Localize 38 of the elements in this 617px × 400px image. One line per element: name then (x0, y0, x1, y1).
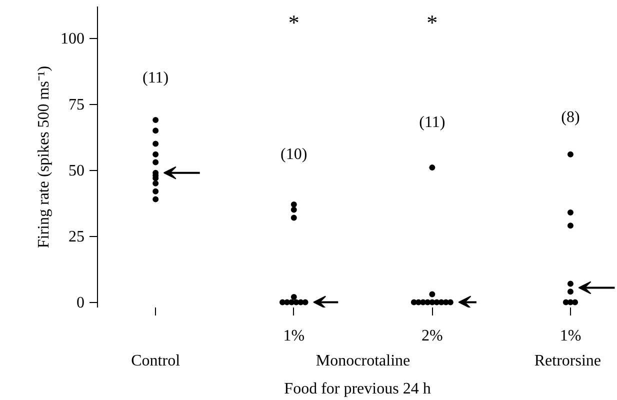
annotation: * (288, 10, 300, 35)
annotation: * (426, 10, 438, 35)
point (152, 180, 159, 186)
annotation: (11) (142, 69, 169, 86)
y-tick-label: 100 (60, 30, 84, 48)
point (152, 188, 159, 194)
text: Retrorsine (534, 352, 602, 370)
y-tick-label: 25 (68, 228, 84, 246)
point (290, 206, 297, 213)
point (290, 294, 297, 300)
annotation: (10) (280, 146, 308, 163)
x-tick-label: 1% (560, 328, 582, 344)
point (567, 222, 574, 229)
point (429, 164, 436, 171)
x-tick-label: 1% (283, 328, 305, 344)
point (290, 214, 297, 221)
point (152, 196, 159, 202)
point (567, 288, 574, 295)
y-tick-label: 75 (68, 96, 84, 114)
x-axis-title: Food for previous 24 h (284, 380, 431, 398)
point (152, 159, 159, 166)
text: Control (131, 352, 181, 370)
point (152, 128, 159, 134)
point (290, 202, 297, 208)
point (152, 140, 159, 147)
point (152, 151, 159, 158)
x-tick-label: 2% (422, 328, 443, 344)
y-axis-title: Firing rate (spikes 500 ms⁻¹) (36, 66, 52, 248)
annotation: (8) (561, 108, 580, 126)
y-tick-label: 50 (68, 162, 84, 180)
point (567, 280, 574, 287)
point (152, 117, 159, 124)
point (429, 291, 436, 298)
y-tick-label: 0 (76, 294, 84, 312)
point (567, 209, 574, 216)
text: Monocrotaline (316, 352, 410, 370)
point (567, 151, 574, 158)
annotation: (11) (419, 114, 446, 132)
